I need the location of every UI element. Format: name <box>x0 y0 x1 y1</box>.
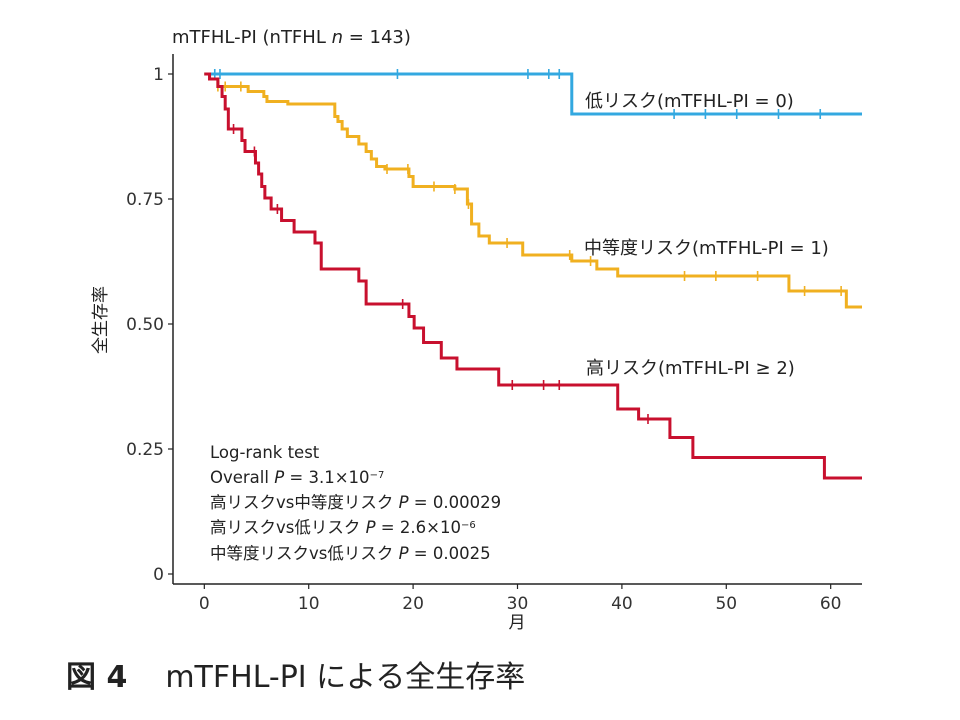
y-tick-label: 1 <box>153 65 164 85</box>
x-tick-label: 20 <box>402 594 424 614</box>
survival-curves <box>204 69 862 480</box>
log-rank-annotation: Log-rank test Overall P = 3.1×10−7 高リスクvs中… <box>210 443 501 563</box>
annotation-line: 中等度リスクvs低リスク P = 0.0025 <box>210 544 491 563</box>
figure-caption: 図 4 mTFHL-PI による全生存率 <box>66 652 525 696</box>
annotation-line: Overall P = 3.1×10−7 <box>210 468 384 487</box>
annotation-part: 高リスクvs中等度リスク <box>210 493 399 512</box>
annotation-part: P <box>274 468 284 487</box>
figure-number: 図 4 <box>66 660 128 695</box>
annotation-part: 高リスクvs低リスク <box>210 518 366 537</box>
annotation-part: P <box>366 518 376 537</box>
y-tick-label: 0.25 <box>126 440 164 460</box>
y-tick-label: 0.50 <box>126 315 164 335</box>
x-tick-label: 60 <box>820 594 842 614</box>
annotation-part: = 2.6×10 <box>376 518 461 537</box>
annotation-part: = 0.00029 <box>409 493 502 512</box>
x-tick-label: 0 <box>199 594 210 614</box>
title-part: n <box>332 27 343 48</box>
caption-text: mTFHL-PI による全生存率 <box>165 660 526 695</box>
high-risk-curve <box>204 72 862 480</box>
annotation-part: = 0.0025 <box>409 544 491 563</box>
annotation-part: −6 <box>461 520 476 531</box>
high-risk-label: 高リスク(mTFHL-PI ≥ 2) <box>586 358 795 379</box>
annotation-part: = 3.1×10 <box>284 468 369 487</box>
y-tick-label: 0.75 <box>126 190 164 210</box>
y-tick-label: 0 <box>153 565 164 585</box>
annotation-part: P <box>399 493 409 512</box>
annotation-part: Log-rank test <box>210 443 320 462</box>
x-axis-label: 月 <box>509 613 526 633</box>
low-risk-curve <box>204 72 862 116</box>
annotation-part: Overall <box>210 468 274 487</box>
intermediate-risk-curve <box>204 72 862 309</box>
chart-title: mTFHL-PI (nTFHL n = 143) <box>172 27 411 48</box>
curve-labels: 低リスク(mTFHL-PI = 0) 中等度リスク(mTFHL-PI = 1) 高リ… <box>584 91 829 379</box>
annotation-part: 中等度リスクvs低リスク <box>210 544 399 563</box>
annotation-part: −7 <box>370 470 385 481</box>
annotation-line: Log-rank test <box>210 443 320 462</box>
annotation-part: P <box>399 544 409 563</box>
title-part: = 143) <box>343 27 411 48</box>
annotation-line: 高リスクvs低リスク P = 2.6×10−6 <box>210 518 476 537</box>
axes: 0 10 20 30 40 50 60 0 0.25 0.50 0.75 1 <box>126 54 862 614</box>
low-risk-label: 低リスク(mTFHL-PI = 0) <box>585 91 794 112</box>
x-tick-label: 30 <box>507 594 529 614</box>
x-tick-label: 10 <box>298 594 320 614</box>
x-tick-label: 50 <box>715 594 737 614</box>
x-tick-label: 40 <box>611 594 633 614</box>
intermediate-risk-label: 中等度リスク(mTFHL-PI = 1) <box>584 238 829 259</box>
title-part: mTFHL-PI (nTFHL <box>172 27 332 48</box>
y-axis-label: 全生存率 <box>91 286 111 354</box>
annotation-line: 高リスクvs中等度リスク P = 0.00029 <box>210 493 501 512</box>
